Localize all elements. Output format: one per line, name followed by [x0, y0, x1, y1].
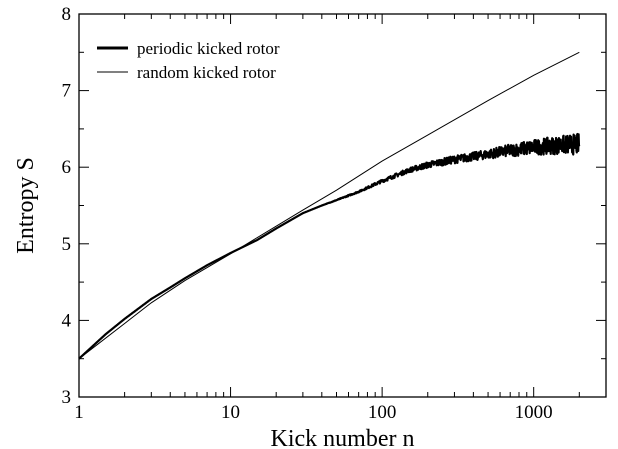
- x-tick-label: 1000: [515, 402, 553, 423]
- x-axis-label: Kick number n: [271, 426, 415, 449]
- y-axis-label: Entropy S: [13, 157, 39, 254]
- series-periodic-kicked-rotor: [78, 132, 581, 360]
- x-tick-label: 10: [221, 402, 240, 423]
- series-random-kicked-rotor: [78, 51, 580, 360]
- y-axis-ticks: 3 4 5 6 7 8: [62, 4, 606, 408]
- legend-label-periodic: periodic kicked rotor: [137, 39, 280, 58]
- x-tick-label: 1: [74, 402, 84, 423]
- y-tick-label: 5: [62, 234, 72, 255]
- x-tick-label: 100: [368, 402, 397, 423]
- y-tick-label: 6: [62, 157, 72, 178]
- y-tick-label: 3: [62, 387, 72, 408]
- y-tick-label: 4: [62, 310, 72, 331]
- plot-frame: [78, 13, 607, 398]
- series-layer: [78, 51, 581, 360]
- y-tick-label: 7: [62, 81, 72, 102]
- x-axis-ticks: 1 10 100 1000: [74, 14, 607, 423]
- y-tick-label: 8: [62, 4, 72, 25]
- legend-label-random: random kicked rotor: [137, 63, 276, 82]
- legend: periodic kicked rotor random kicked roto…: [97, 39, 280, 82]
